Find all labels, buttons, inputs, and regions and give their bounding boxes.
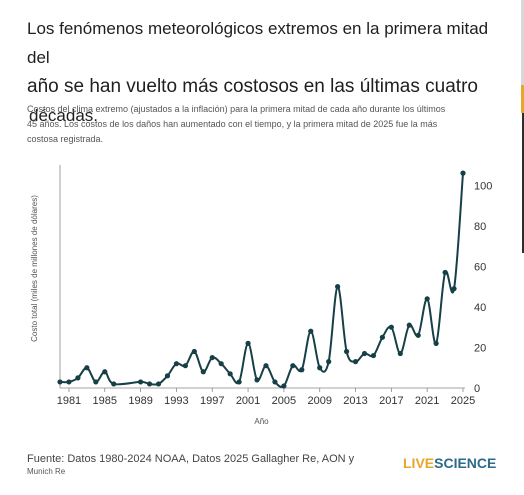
source-line-2: Munich Re	[27, 467, 66, 476]
data-point	[75, 375, 81, 381]
data-point	[66, 379, 72, 385]
data-point	[299, 367, 305, 373]
data-point	[451, 286, 457, 292]
data-point	[254, 377, 260, 383]
data-point	[200, 369, 206, 375]
x-tick-label: 1989	[128, 395, 152, 407]
source-line-1: Fuente: Datos 1980-2024 NOAA, Datos 2025…	[27, 453, 355, 465]
chart-title-line-3: décadas.	[29, 106, 98, 125]
data-point	[57, 379, 63, 385]
data-point	[343, 348, 350, 355]
x-tick-label: 1981	[57, 395, 81, 407]
data-point	[173, 361, 180, 367]
data-point	[290, 363, 296, 369]
data-point	[460, 170, 466, 176]
source-note: Fuente: Datos 1980-2024 NOAA, Datos 2025…	[27, 452, 367, 478]
series-line-group	[59, 172, 464, 388]
y-axis-label: Costo total (miles de millones de dólare…	[30, 195, 39, 342]
chart-title-line-2: año se han vuelto más costosos en las úl…	[27, 76, 478, 97]
y-axis-ticks: 0 20 40 60 80 100	[474, 180, 492, 395]
y-tick-label: 80	[474, 221, 486, 233]
data-point	[218, 361, 224, 367]
chart-subtitle-line-2: 45 años. Los costos de los daños han aum…	[27, 119, 438, 129]
series-line	[59, 172, 464, 388]
x-tick-label: 1993	[164, 395, 188, 407]
data-point	[209, 354, 215, 361]
x-tick-label: 2021	[415, 395, 439, 407]
data-point	[227, 371, 233, 377]
y-tick-label: 0	[474, 383, 480, 395]
data-point	[397, 350, 403, 357]
data-point	[433, 340, 439, 346]
data-point	[111, 381, 117, 387]
x-tick-label: 1985	[93, 395, 117, 407]
edge-bar-accent	[521, 85, 524, 113]
x-tick-label: 2013	[343, 395, 367, 407]
x-tick-label: 2025	[451, 395, 475, 407]
data-point	[138, 379, 144, 385]
data-point	[361, 350, 368, 357]
y-tick-label: 100	[474, 180, 492, 192]
series-points	[57, 170, 466, 389]
y-tick-label: 20	[474, 342, 486, 354]
line-chart: 1981 1985 1989 1993 1997 2001 2005 2009 2013 2017…	[30, 165, 492, 426]
data-point	[245, 340, 251, 346]
logo-live-text: LIVE	[403, 455, 435, 471]
x-axis-ticks: 1981 1985 1989 1993 1997 2001 2005 2009 2013 2017…	[57, 388, 475, 407]
data-point	[317, 365, 323, 371]
data-point	[415, 332, 421, 338]
x-tick-label: 2001	[236, 395, 260, 407]
data-point	[236, 379, 242, 385]
data-point	[406, 322, 412, 328]
x-tick-label: 2009	[307, 395, 331, 407]
data-point	[84, 365, 90, 371]
edge-bar-top	[521, 0, 524, 85]
data-point	[335, 284, 341, 290]
data-point	[352, 359, 359, 365]
data-point	[424, 296, 430, 302]
x-axis-label: Año	[254, 417, 269, 426]
x-tick-label: 2005	[272, 395, 296, 407]
data-point	[370, 352, 377, 359]
chart-subtitle: Costos del clima extremo (ajustados a la…	[27, 102, 497, 147]
chart-title: Los fenómenos meteorológicos extremos en…	[27, 14, 497, 130]
edge-bar-dark	[522, 113, 524, 253]
livescience-logo: LIVESCIENCE	[403, 455, 496, 471]
data-point	[308, 328, 314, 334]
data-point	[326, 359, 332, 365]
chart-axes	[59, 165, 465, 389]
data-point	[93, 379, 99, 385]
data-point	[379, 334, 385, 340]
logo-science-text: SCIENCE	[434, 455, 497, 471]
chart-subtitle-line-1: Costos del clima extremo (ajustados a la…	[27, 104, 446, 114]
data-point	[164, 373, 171, 379]
y-tick-label: 40	[474, 302, 486, 314]
data-point	[155, 381, 162, 387]
data-point	[281, 383, 287, 389]
data-point	[442, 269, 448, 276]
chart-title-line-1: Los fenómenos meteorológicos extremos en…	[27, 19, 489, 67]
data-point	[388, 324, 394, 330]
y-tick-label: 60	[474, 261, 486, 273]
data-point	[146, 381, 153, 387]
data-point	[102, 369, 108, 375]
x-tick-label: 1997	[200, 395, 224, 407]
x-tick-label: 2017	[379, 395, 403, 407]
chart-subtitle-line-3: costosa registrada.	[27, 134, 104, 144]
data-point	[263, 363, 269, 369]
data-point	[182, 363, 188, 369]
data-point	[191, 348, 197, 355]
data-point	[272, 379, 278, 385]
